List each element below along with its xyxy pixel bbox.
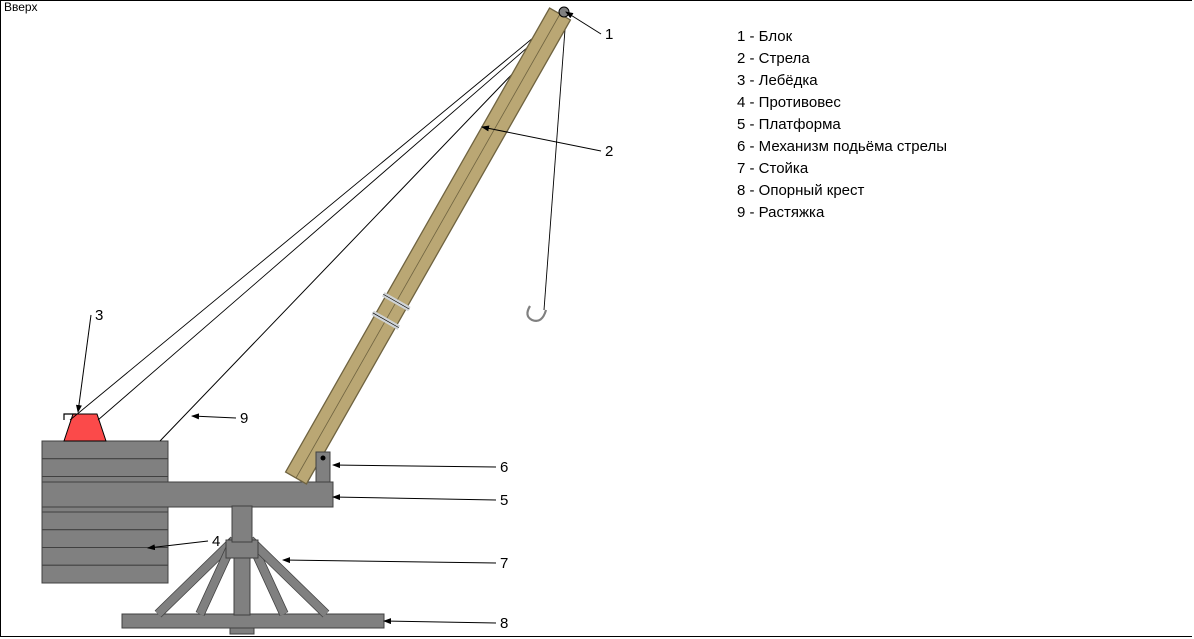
platform <box>42 482 333 507</box>
callout-leader <box>333 465 496 467</box>
callout-number: 5 <box>500 492 508 509</box>
callout-number: 2 <box>605 143 613 160</box>
callout-number: 7 <box>500 555 508 572</box>
pillar-top <box>232 506 252 542</box>
callout-leader <box>384 621 496 623</box>
callout-number: 6 <box>500 459 508 476</box>
counterweight-slab <box>42 548 168 566</box>
legend-item: 1 - Блок <box>737 26 947 48</box>
counterweight-slab <box>42 512 168 530</box>
legend-item: 3 - Лебёдка <box>737 70 947 92</box>
legend-item: 6 - Механизм подьёма стрелы <box>737 136 947 158</box>
callout-number: 3 <box>95 307 103 324</box>
legend-item: 5 - Платформа <box>737 114 947 136</box>
callout-leader <box>566 12 601 34</box>
counterweight-slab <box>42 441 168 459</box>
counterweight-slab <box>42 565 168 583</box>
hook <box>527 306 546 321</box>
callout-number: 4 <box>212 533 220 550</box>
legend-item: 2 - Стрела <box>737 48 947 70</box>
crane-diagram <box>0 0 1194 639</box>
legend-item: 8 - Опорный крест <box>737 180 947 202</box>
pivot-pin <box>321 456 326 461</box>
counterweight-slab <box>42 459 168 477</box>
cable-winch_to_tip_2 <box>98 14 566 420</box>
block <box>559 7 569 17</box>
legend-item: 7 - Стойка <box>737 158 947 180</box>
callout-number: 9 <box>240 410 248 427</box>
legend-item: 4 - Противовес <box>737 92 947 114</box>
callout-leader <box>333 497 496 500</box>
callout-number: 8 <box>500 615 508 632</box>
counterweight-slab <box>42 530 168 548</box>
pillar-box <box>226 540 258 558</box>
cable-winch_to_tip_1 <box>70 14 562 420</box>
callout-number: 1 <box>605 26 613 43</box>
callout-leader <box>192 416 236 418</box>
legend: 1 - Блок2 - Стрела3 - Лебёдка4 - Противо… <box>737 26 947 224</box>
callout-leader <box>78 315 91 412</box>
callout-leader <box>283 560 496 563</box>
legend-item: 9 - Растяжка <box>737 202 947 224</box>
